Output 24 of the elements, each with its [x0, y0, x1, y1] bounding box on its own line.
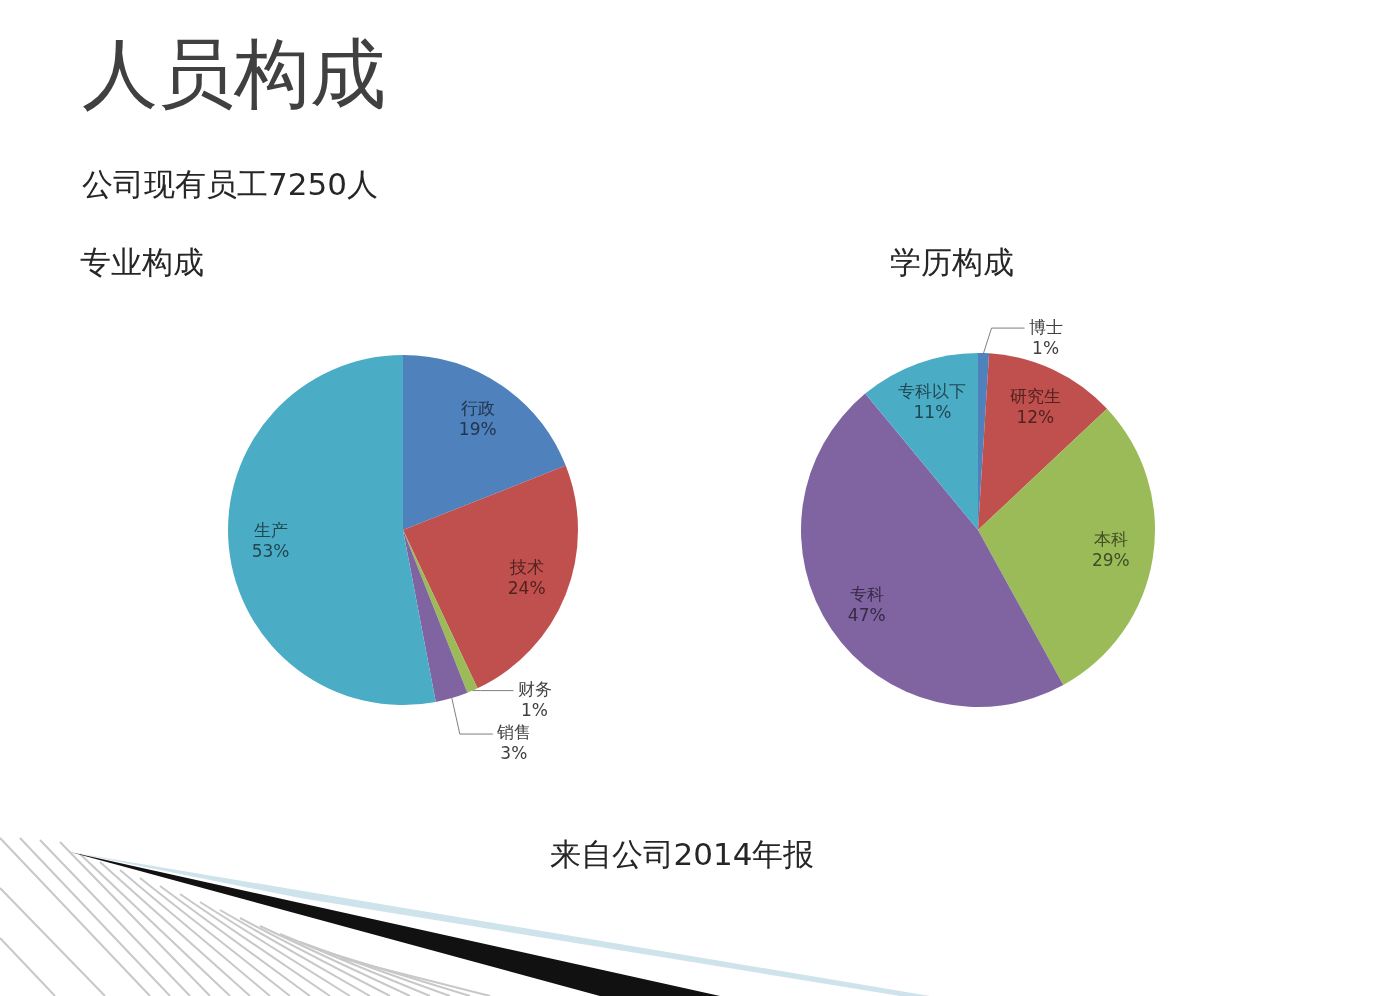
- data-label: 53%: [251, 541, 290, 562]
- data-label: 1%: [1032, 337, 1060, 358]
- slice-label: 销售: [495, 722, 531, 743]
- slice-label: 财务: [517, 679, 552, 700]
- slice-label: 研究生: [1009, 386, 1061, 407]
- text: 人员构成: [82, 28, 386, 120]
- data-label: 12%: [1016, 407, 1055, 428]
- text: 公司现有员工7250人: [82, 166, 378, 204]
- data-label: 3%: [500, 743, 528, 764]
- data-label: 19%: [458, 418, 497, 439]
- data-label: 11%: [913, 402, 952, 423]
- chart-title: 学历构成: [890, 244, 1014, 282]
- data-label: 47%: [847, 604, 886, 625]
- slice-label: 专科以下: [898, 381, 967, 402]
- slice-label: 生产: [253, 520, 288, 541]
- slice-label: 行政: [460, 397, 495, 418]
- slice-label: 博士: [1028, 316, 1063, 337]
- data-label: 29%: [1091, 549, 1130, 570]
- slice-label: 本科: [1093, 528, 1128, 549]
- data-label: 1%: [521, 700, 548, 721]
- chart-title: 专业构成: [80, 244, 204, 282]
- data-label: 24%: [507, 577, 546, 598]
- slice-label: 专科: [849, 583, 884, 604]
- slice-label: 技术: [508, 556, 544, 577]
